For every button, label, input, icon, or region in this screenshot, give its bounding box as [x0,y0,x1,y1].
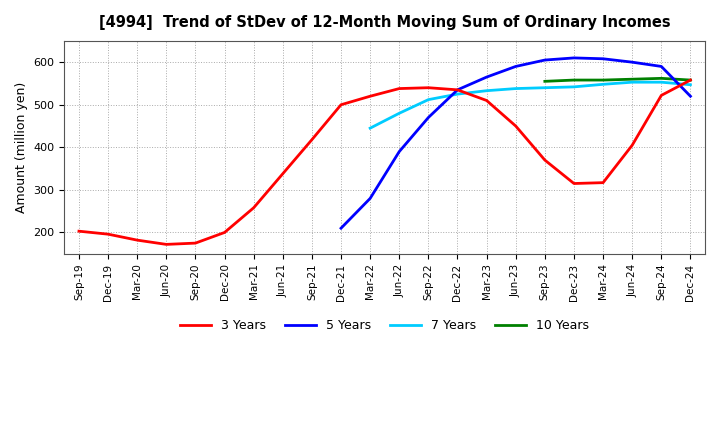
Y-axis label: Amount (million yen): Amount (million yen) [15,82,28,213]
Legend: 3 Years, 5 Years, 7 Years, 10 Years: 3 Years, 5 Years, 7 Years, 10 Years [175,314,595,337]
Title: [4994]  Trend of StDev of 12-Month Moving Sum of Ordinary Incomes: [4994] Trend of StDev of 12-Month Moving… [99,15,670,30]
